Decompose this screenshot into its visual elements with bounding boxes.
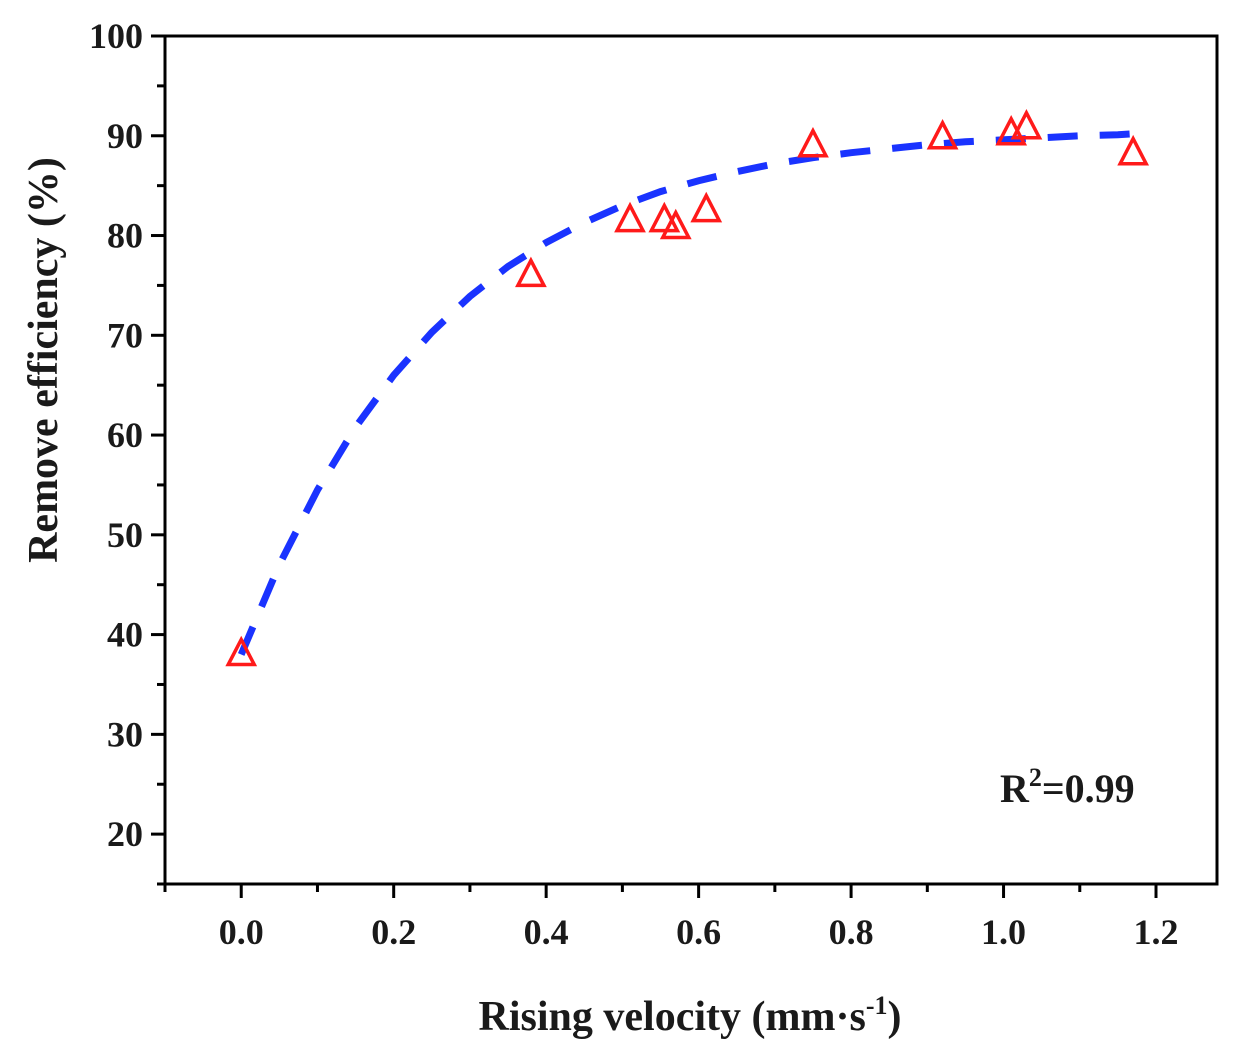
x-tick-label: 0.4 xyxy=(524,912,569,952)
data-point-triangle xyxy=(614,201,646,233)
y-tick-label: 20 xyxy=(107,814,143,854)
data-point-triangle xyxy=(797,126,829,158)
x-tick-label: 0.8 xyxy=(829,912,874,952)
x-tick-label: 1.0 xyxy=(981,912,1026,952)
y-tick-label: 70 xyxy=(107,315,143,355)
fit-curve-layer xyxy=(237,130,1134,656)
x-tick-label: 0.0 xyxy=(219,912,264,952)
x-tick-label: 0.2 xyxy=(371,912,416,952)
r-squared-r: R xyxy=(1000,766,1030,811)
x-axis-title-suffix: ) xyxy=(887,994,901,1040)
r-squared-value: =0.99 xyxy=(1042,766,1135,811)
plot-frame xyxy=(163,34,1219,886)
y-axis-title: Remove efficiency (%) xyxy=(21,157,67,563)
y-tick-label: 30 xyxy=(107,714,143,754)
x-tick-label: 0.6 xyxy=(676,912,721,952)
data-point-triangle xyxy=(515,256,547,288)
x-axis-title: Rising velocity (mm·s-1) xyxy=(479,991,902,1040)
r-squared-annotation: R2=0.99 xyxy=(1000,763,1135,811)
y-tick-label: 60 xyxy=(107,415,143,455)
data-point-triangle xyxy=(1010,108,1043,140)
fit-line xyxy=(237,130,1134,656)
data-point-triangle xyxy=(690,191,723,223)
x-axis-title-superscript: -1 xyxy=(866,991,888,1020)
y-tick-label: 50 xyxy=(107,515,143,555)
data-point-triangle xyxy=(225,635,258,667)
data-points-layer xyxy=(225,108,1150,667)
data-point-triangle xyxy=(1117,134,1150,166)
data-point-triangle xyxy=(648,201,681,233)
axis-ticks: 0.0 0.2 0.4 0.6 0.8 1.0 1.2 20 30 40 50 60 70 80 90 100 xyxy=(89,16,1179,952)
y-tick-label: 40 xyxy=(107,615,143,655)
x-axis-title-main: Rising velocity (mm·s xyxy=(479,994,866,1040)
y-tick-label: 100 xyxy=(89,16,143,56)
y-tick-label: 90 xyxy=(107,116,143,156)
data-point-triangle xyxy=(926,118,959,150)
y-tick-label: 80 xyxy=(107,216,143,256)
r-squared-superscript: 2 xyxy=(1029,763,1042,792)
data-point-triangle xyxy=(659,208,692,240)
x-tick-label: 1.2 xyxy=(1134,912,1179,952)
